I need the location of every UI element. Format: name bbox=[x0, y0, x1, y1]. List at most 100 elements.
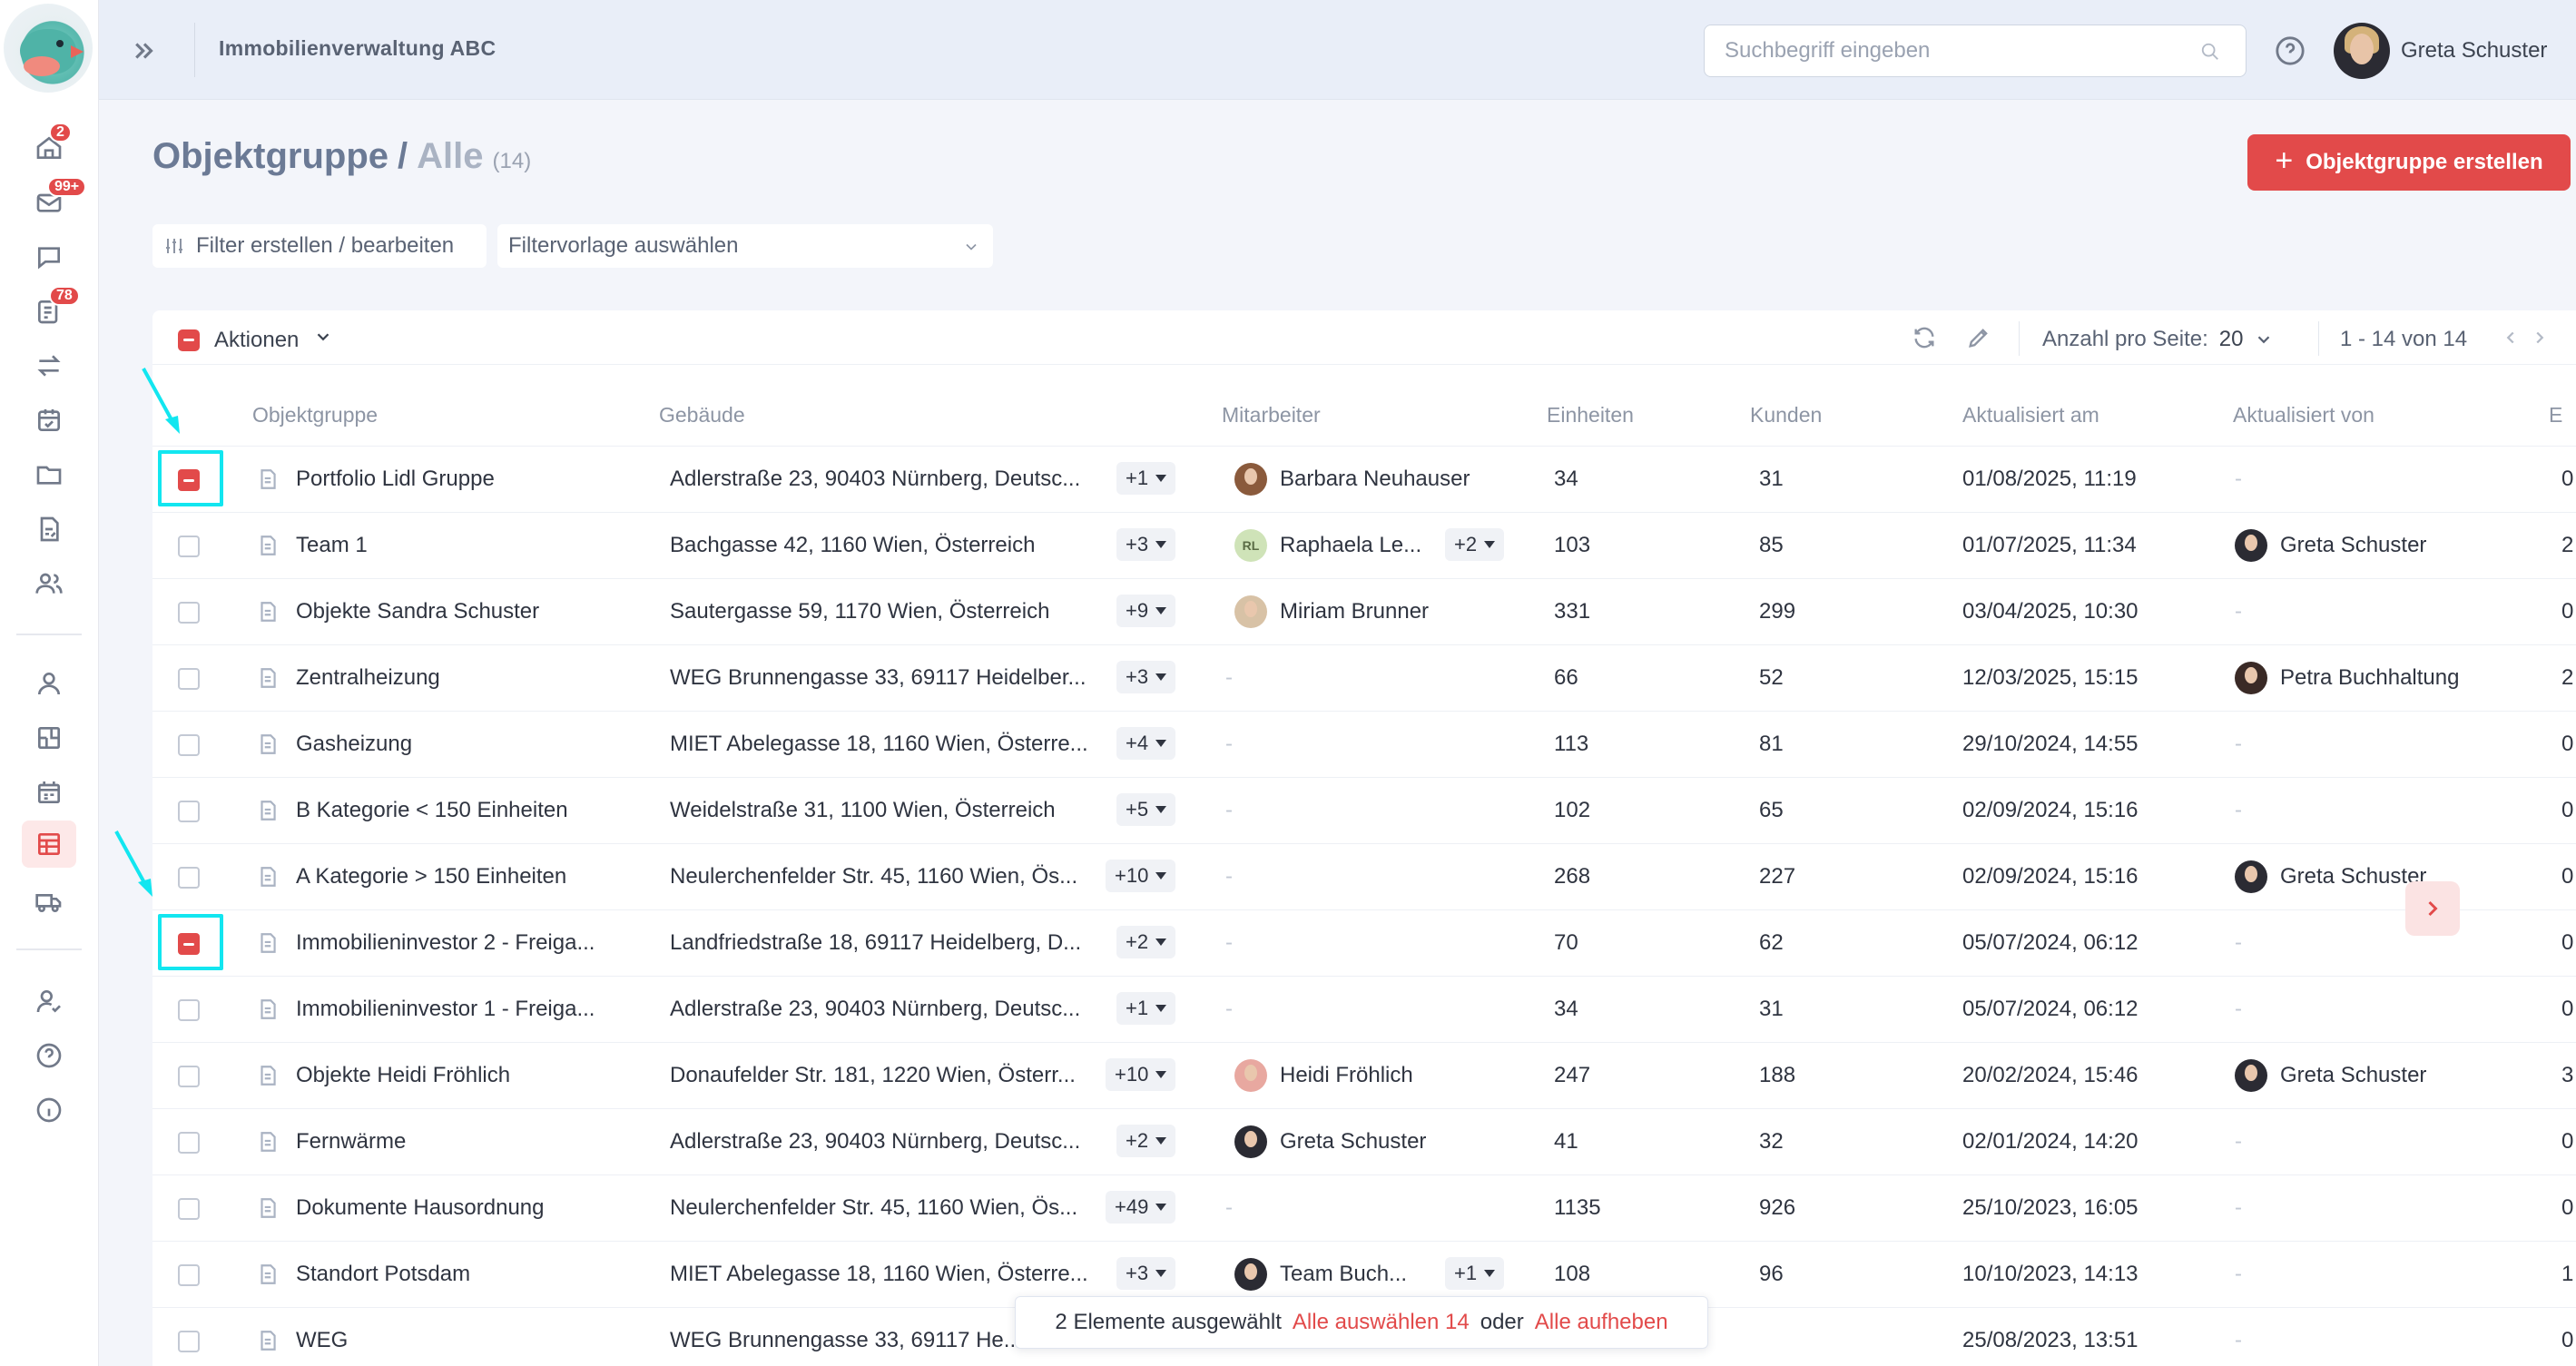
object-group-name[interactable]: B Kategorie < 150 Einheiten bbox=[296, 798, 568, 822]
table-row[interactable]: B Kategorie < 150 Einheiten Weidelstraße … bbox=[152, 778, 2576, 844]
logo[interactable] bbox=[4, 4, 93, 93]
buildings-more-dropdown[interactable]: +9 bbox=[1116, 595, 1176, 627]
employee[interactable]: Greta Schuster bbox=[1234, 1125, 1426, 1158]
refresh-button[interactable] bbox=[1910, 323, 1939, 352]
sidebar-item-mail[interactable] bbox=[31, 184, 67, 221]
filter-template-select[interactable]: Filtervorlage auswählen bbox=[497, 224, 993, 268]
row-checkbox[interactable] bbox=[178, 668, 200, 690]
buildings-more-dropdown[interactable]: +1 bbox=[1116, 462, 1176, 495]
sidebar-item-building[interactable] bbox=[31, 774, 67, 811]
sidebar-item-document-edit[interactable] bbox=[31, 511, 67, 547]
employee[interactable]: Barbara Neuhauser bbox=[1234, 463, 1470, 496]
updated-by[interactable]: Greta Schuster bbox=[2235, 860, 2426, 893]
next-page-button[interactable] bbox=[2527, 325, 2552, 350]
row-checkbox[interactable] bbox=[178, 1331, 200, 1352]
table-row[interactable]: Objekte Heidi Fröhlich Donaufelder Str. 1… bbox=[152, 1043, 2576, 1109]
column-header[interactable]: Objektgruppe bbox=[252, 403, 379, 427]
previous-page-button[interactable] bbox=[2498, 325, 2523, 350]
buildings-more-dropdown[interactable]: +4 bbox=[1116, 727, 1176, 760]
column-header[interactable]: Mitarbeiter bbox=[1222, 403, 1321, 427]
row-checkbox[interactable] bbox=[178, 933, 200, 955]
row-checkbox[interactable] bbox=[178, 867, 200, 889]
per-page-select[interactable]: Anzahl pro Seite: 20 bbox=[2042, 327, 2274, 352]
table-row[interactable]: Immobilieninvestor 2 - Freiga... Landfrie… bbox=[152, 910, 2576, 977]
sidebar-item-info[interactable] bbox=[31, 1092, 67, 1128]
sidebar-item-truck[interactable] bbox=[31, 883, 67, 919]
table-row[interactable]: Immobilieninvestor 1 - Freiga... Adlerstr… bbox=[152, 977, 2576, 1043]
sidebar-item-person[interactable] bbox=[31, 665, 67, 702]
column-header[interactable]: Aktualisiert von bbox=[2233, 403, 2374, 427]
column-header[interactable]: Aktualisiert am bbox=[1962, 403, 2099, 427]
column-header[interactable]: Einheiten bbox=[1547, 403, 1634, 427]
object-group-name[interactable]: Team 1 bbox=[296, 533, 368, 557]
bulk-select-checkbox[interactable] bbox=[178, 329, 200, 351]
actions-dropdown[interactable]: Aktionen bbox=[178, 327, 333, 353]
sidebar-item-help-circle[interactable] bbox=[31, 1037, 67, 1074]
buildings-more-dropdown[interactable]: +2 bbox=[1116, 926, 1176, 958]
help-button[interactable] bbox=[2274, 34, 2306, 67]
scroll-right-button[interactable] bbox=[2405, 881, 2460, 936]
sidebar-item-users[interactable] bbox=[31, 565, 67, 602]
table-row[interactable]: A Kategorie > 150 Einheiten Neulerchenfel… bbox=[152, 844, 2576, 910]
sidebar-item-folder[interactable] bbox=[31, 457, 67, 493]
search-icon[interactable] bbox=[2200, 42, 2220, 62]
table-row[interactable]: Dokumente Hausordnung Neulerchenfelder St… bbox=[152, 1175, 2576, 1242]
sidebar-item-user-check[interactable] bbox=[31, 983, 67, 1019]
table-row[interactable]: Team 1 Bachgasse 42, 1160 Wien, Österreic… bbox=[152, 513, 2576, 579]
column-header[interactable]: Kunden bbox=[1750, 403, 1823, 427]
updated-by[interactable]: Petra Buchhaltung bbox=[2235, 662, 2459, 694]
employee[interactable]: Team Buch... bbox=[1234, 1258, 1407, 1291]
buildings-more-dropdown[interactable]: +5 bbox=[1116, 793, 1176, 826]
object-group-name[interactable]: Gasheizung bbox=[296, 732, 413, 756]
table-row[interactable]: Objekte Sandra Schuster Sautergasse 59, 1… bbox=[152, 579, 2576, 645]
expand-sidebar-button[interactable] bbox=[126, 33, 162, 69]
object-group-name[interactable]: Objekte Heidi Fröhlich bbox=[296, 1063, 511, 1087]
employee[interactable]: Heidi Fröhlich bbox=[1234, 1059, 1413, 1092]
row-checkbox[interactable] bbox=[178, 1132, 200, 1154]
employee[interactable]: RL Raphaela Le... bbox=[1234, 529, 1421, 562]
object-group-name[interactable]: Fernwärme bbox=[296, 1129, 407, 1154]
select-all-link[interactable]: Alle auswählen 14 bbox=[1292, 1310, 1470, 1334]
row-checkbox[interactable] bbox=[178, 801, 200, 822]
employees-more-dropdown[interactable]: +2 bbox=[1445, 528, 1505, 561]
sidebar-item-home[interactable] bbox=[31, 130, 67, 166]
table-row[interactable]: Gasheizung MIET Abelegasse 18, 1160 Wien,… bbox=[152, 712, 2576, 778]
search-box[interactable] bbox=[1704, 25, 2247, 77]
row-checkbox[interactable] bbox=[178, 999, 200, 1021]
deselect-all-link[interactable]: Alle aufheben bbox=[1534, 1310, 1668, 1334]
buildings-more-dropdown[interactable]: +3 bbox=[1116, 1257, 1176, 1290]
employees-more-dropdown[interactable]: +1 bbox=[1445, 1257, 1505, 1290]
row-checkbox[interactable] bbox=[178, 1198, 200, 1220]
buildings-more-dropdown[interactable]: +10 bbox=[1106, 1058, 1176, 1091]
column-header[interactable]: E bbox=[2549, 403, 2563, 427]
sidebar-item-chat[interactable] bbox=[31, 239, 67, 275]
row-checkbox[interactable] bbox=[178, 1066, 200, 1087]
employee[interactable]: Miriam Brunner bbox=[1234, 595, 1429, 628]
updated-by[interactable]: Greta Schuster bbox=[2235, 529, 2426, 562]
filter-edit-button[interactable]: Filter erstellen / bearbeiten bbox=[152, 224, 487, 268]
object-group-name[interactable]: Portfolio Lidl Gruppe bbox=[296, 467, 495, 491]
edit-button[interactable] bbox=[1964, 323, 1993, 352]
row-checkbox[interactable] bbox=[178, 602, 200, 624]
buildings-more-dropdown[interactable]: +1 bbox=[1116, 992, 1176, 1025]
object-group-name[interactable]: Standort Potsdam bbox=[296, 1262, 471, 1286]
object-group-name[interactable]: WEG bbox=[296, 1328, 349, 1352]
updated-by[interactable]: Greta Schuster bbox=[2235, 1059, 2426, 1092]
search-input[interactable] bbox=[1725, 25, 2178, 76]
user-avatar[interactable] bbox=[2334, 23, 2390, 79]
buildings-more-dropdown[interactable]: +10 bbox=[1106, 860, 1176, 892]
table-row[interactable]: Portfolio Lidl Gruppe Adlerstraße 23, 904… bbox=[152, 447, 2576, 513]
sidebar-item-calendar[interactable] bbox=[31, 402, 67, 438]
object-group-name[interactable]: Immobilieninvestor 1 - Freiga... bbox=[296, 997, 595, 1021]
sidebar-item-floorplan[interactable] bbox=[31, 720, 67, 756]
row-checkbox[interactable] bbox=[178, 536, 200, 557]
row-checkbox[interactable] bbox=[178, 734, 200, 756]
create-object-group-button[interactable]: + Objektgruppe erstellen bbox=[2247, 134, 2571, 191]
column-header[interactable]: Gebäude bbox=[659, 403, 745, 427]
sidebar-item-transfer[interactable] bbox=[31, 348, 67, 384]
object-group-name[interactable]: A Kategorie > 150 Einheiten bbox=[296, 864, 567, 889]
object-group-name[interactable]: Immobilieninvestor 2 - Freiga... bbox=[296, 930, 595, 955]
buildings-more-dropdown[interactable]: +2 bbox=[1116, 1125, 1176, 1157]
object-group-name[interactable]: Objekte Sandra Schuster bbox=[296, 599, 540, 624]
buildings-more-dropdown[interactable]: +3 bbox=[1116, 528, 1176, 561]
